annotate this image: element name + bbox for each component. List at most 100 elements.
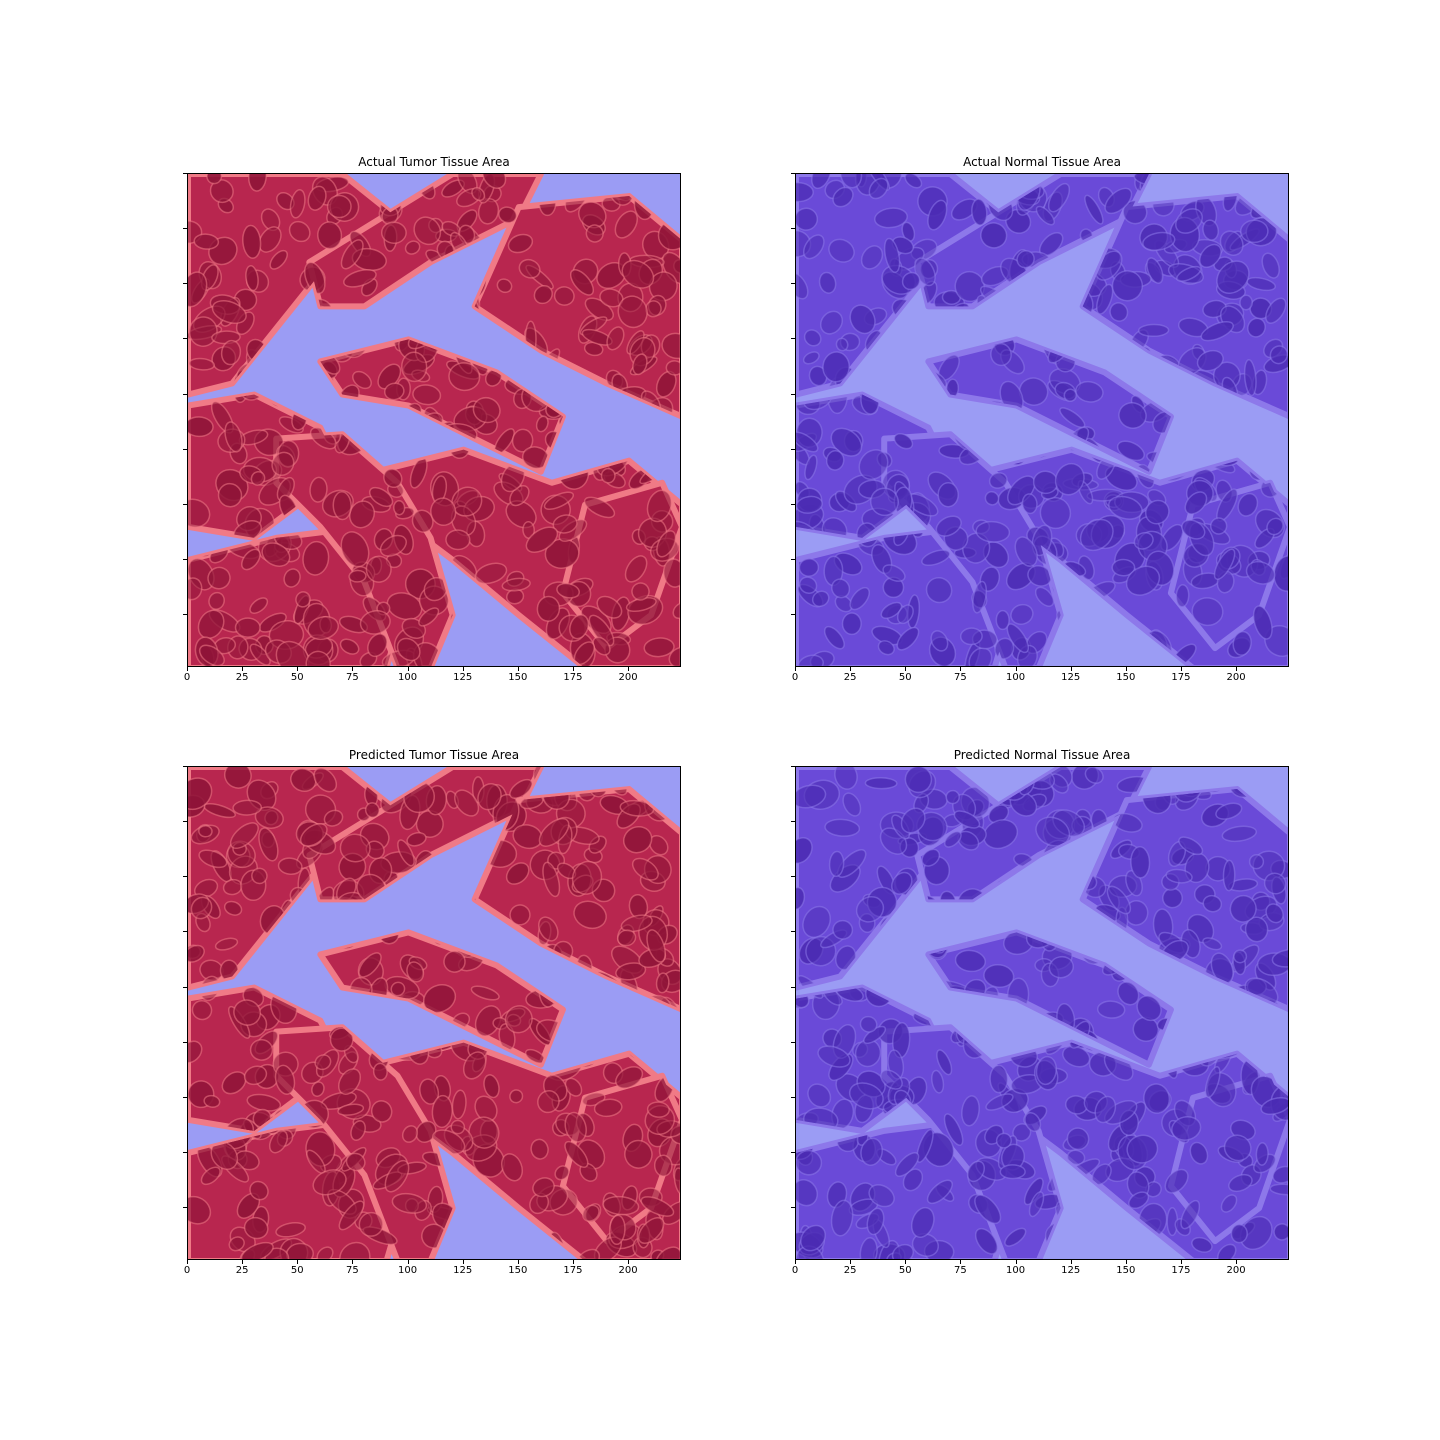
x-tick-label: 25 (235, 672, 249, 683)
y-tick-mark (791, 173, 795, 174)
y-tick-mark (183, 1096, 187, 1098)
x-tick-mark (905, 1260, 907, 1264)
y-tick-mark (183, 614, 187, 616)
x-tick-label: 50 (898, 672, 912, 683)
tissue-region (188, 174, 401, 398)
x-tick-mark (1015, 667, 1017, 671)
x-tick-mark (572, 1260, 574, 1264)
x-tick-mark (1015, 1260, 1017, 1264)
x-tick-mark (187, 667, 188, 671)
x-tick-mark (462, 667, 464, 671)
x-tick-label: 125 (1061, 672, 1081, 683)
y-tick-mark (183, 393, 187, 395)
x-tick-label: 0 (183, 1265, 191, 1276)
x-tick-mark (1236, 1260, 1238, 1264)
panel-title: Predicted Normal Tissue Area (953, 748, 1131, 762)
y-tick-mark (791, 228, 795, 230)
y-tick-mark (183, 1151, 187, 1153)
x-tick-label: 150 (1116, 672, 1136, 683)
x-tick-mark (1070, 1260, 1072, 1264)
x-tick-label: 75 (346, 672, 359, 683)
x-tick-mark (407, 667, 409, 671)
y-tick-mark (791, 558, 795, 560)
x-tick-label: 100 (1005, 672, 1026, 683)
x-tick-label: 0 (791, 672, 799, 683)
x-tick-label: 25 (843, 672, 857, 683)
y-tick-mark (791, 986, 795, 988)
x-tick-label: 100 (1005, 1265, 1026, 1276)
x-tick-label: 200 (618, 672, 638, 683)
x-tick-mark (1070, 667, 1072, 671)
x-tick-label: 125 (453, 672, 473, 683)
x-tick-mark (242, 1260, 244, 1264)
tissue-region (188, 767, 401, 991)
x-tick-label: 175 (1171, 1265, 1191, 1276)
x-tick-mark (517, 1260, 519, 1264)
x-tick-label: 0 (183, 672, 191, 683)
x-tick-label: 25 (235, 1265, 249, 1276)
x-tick-label: 75 (954, 1265, 967, 1276)
x-tick-label: 75 (346, 1265, 359, 1276)
y-tick-mark (791, 1151, 795, 1153)
y-tick-mark (183, 228, 187, 230)
x-tick-mark (1125, 667, 1127, 671)
x-tick-label: 0 (791, 1265, 799, 1276)
tissue-image (187, 766, 681, 1260)
x-tick-label: 125 (453, 1265, 473, 1276)
x-tick-mark (187, 1260, 188, 1264)
x-tick-mark (242, 667, 244, 671)
x-tick-mark (517, 667, 519, 671)
y-tick-mark (183, 876, 187, 878)
x-tick-label: 200 (618, 1265, 638, 1276)
x-tick-mark (905, 667, 907, 671)
x-tick-mark (795, 667, 796, 671)
y-tick-mark (183, 986, 187, 988)
y-tick-mark (791, 766, 795, 767)
x-tick-label: 150 (508, 672, 528, 683)
x-tick-mark (960, 1260, 962, 1264)
x-tick-mark (850, 1260, 852, 1264)
x-tick-label: 50 (290, 1265, 304, 1276)
y-tick-mark (183, 1207, 187, 1209)
y-tick-mark (791, 1207, 795, 1209)
x-tick-mark (850, 667, 852, 671)
x-tick-mark (1180, 667, 1182, 671)
y-tick-mark (791, 448, 795, 450)
x-tick-label: 50 (290, 672, 304, 683)
x-tick-mark (297, 667, 299, 671)
y-tick-mark (791, 876, 795, 878)
y-tick-mark (183, 821, 187, 823)
y-tick-mark (791, 393, 795, 395)
y-tick-mark (183, 338, 187, 340)
x-tick-mark (352, 1260, 354, 1264)
x-tick-label: 175 (1171, 672, 1191, 683)
x-tick-mark (572, 667, 574, 671)
y-tick-mark (791, 338, 795, 340)
x-tick-mark (795, 1260, 796, 1264)
y-tick-mark (183, 173, 187, 174)
y-tick-mark (791, 821, 795, 823)
x-tick-label: 100 (397, 1265, 418, 1276)
y-tick-mark (791, 1096, 795, 1098)
x-tick-mark (462, 1260, 464, 1264)
x-tick-mark (960, 667, 962, 671)
y-tick-mark (183, 1041, 187, 1043)
tissue-image (795, 766, 1289, 1260)
panel-title: Actual Normal Tissue Area (963, 155, 1121, 169)
y-tick-mark (791, 283, 795, 285)
y-tick-mark (791, 503, 795, 505)
x-tick-mark (1236, 667, 1238, 671)
x-tick-label: 150 (508, 1265, 528, 1276)
x-tick-label: 125 (1061, 1265, 1081, 1276)
x-tick-mark (1125, 1260, 1127, 1264)
panel-title: Actual Tumor Tissue Area (358, 155, 510, 169)
x-tick-mark (1180, 1260, 1182, 1264)
y-tick-mark (183, 766, 187, 767)
x-tick-label: 100 (397, 672, 418, 683)
x-tick-label: 175 (563, 672, 583, 683)
y-tick-mark (791, 931, 795, 933)
x-tick-label: 25 (843, 1265, 857, 1276)
y-tick-mark (791, 614, 795, 616)
y-tick-mark (183, 931, 187, 933)
y-tick-mark (183, 448, 187, 450)
